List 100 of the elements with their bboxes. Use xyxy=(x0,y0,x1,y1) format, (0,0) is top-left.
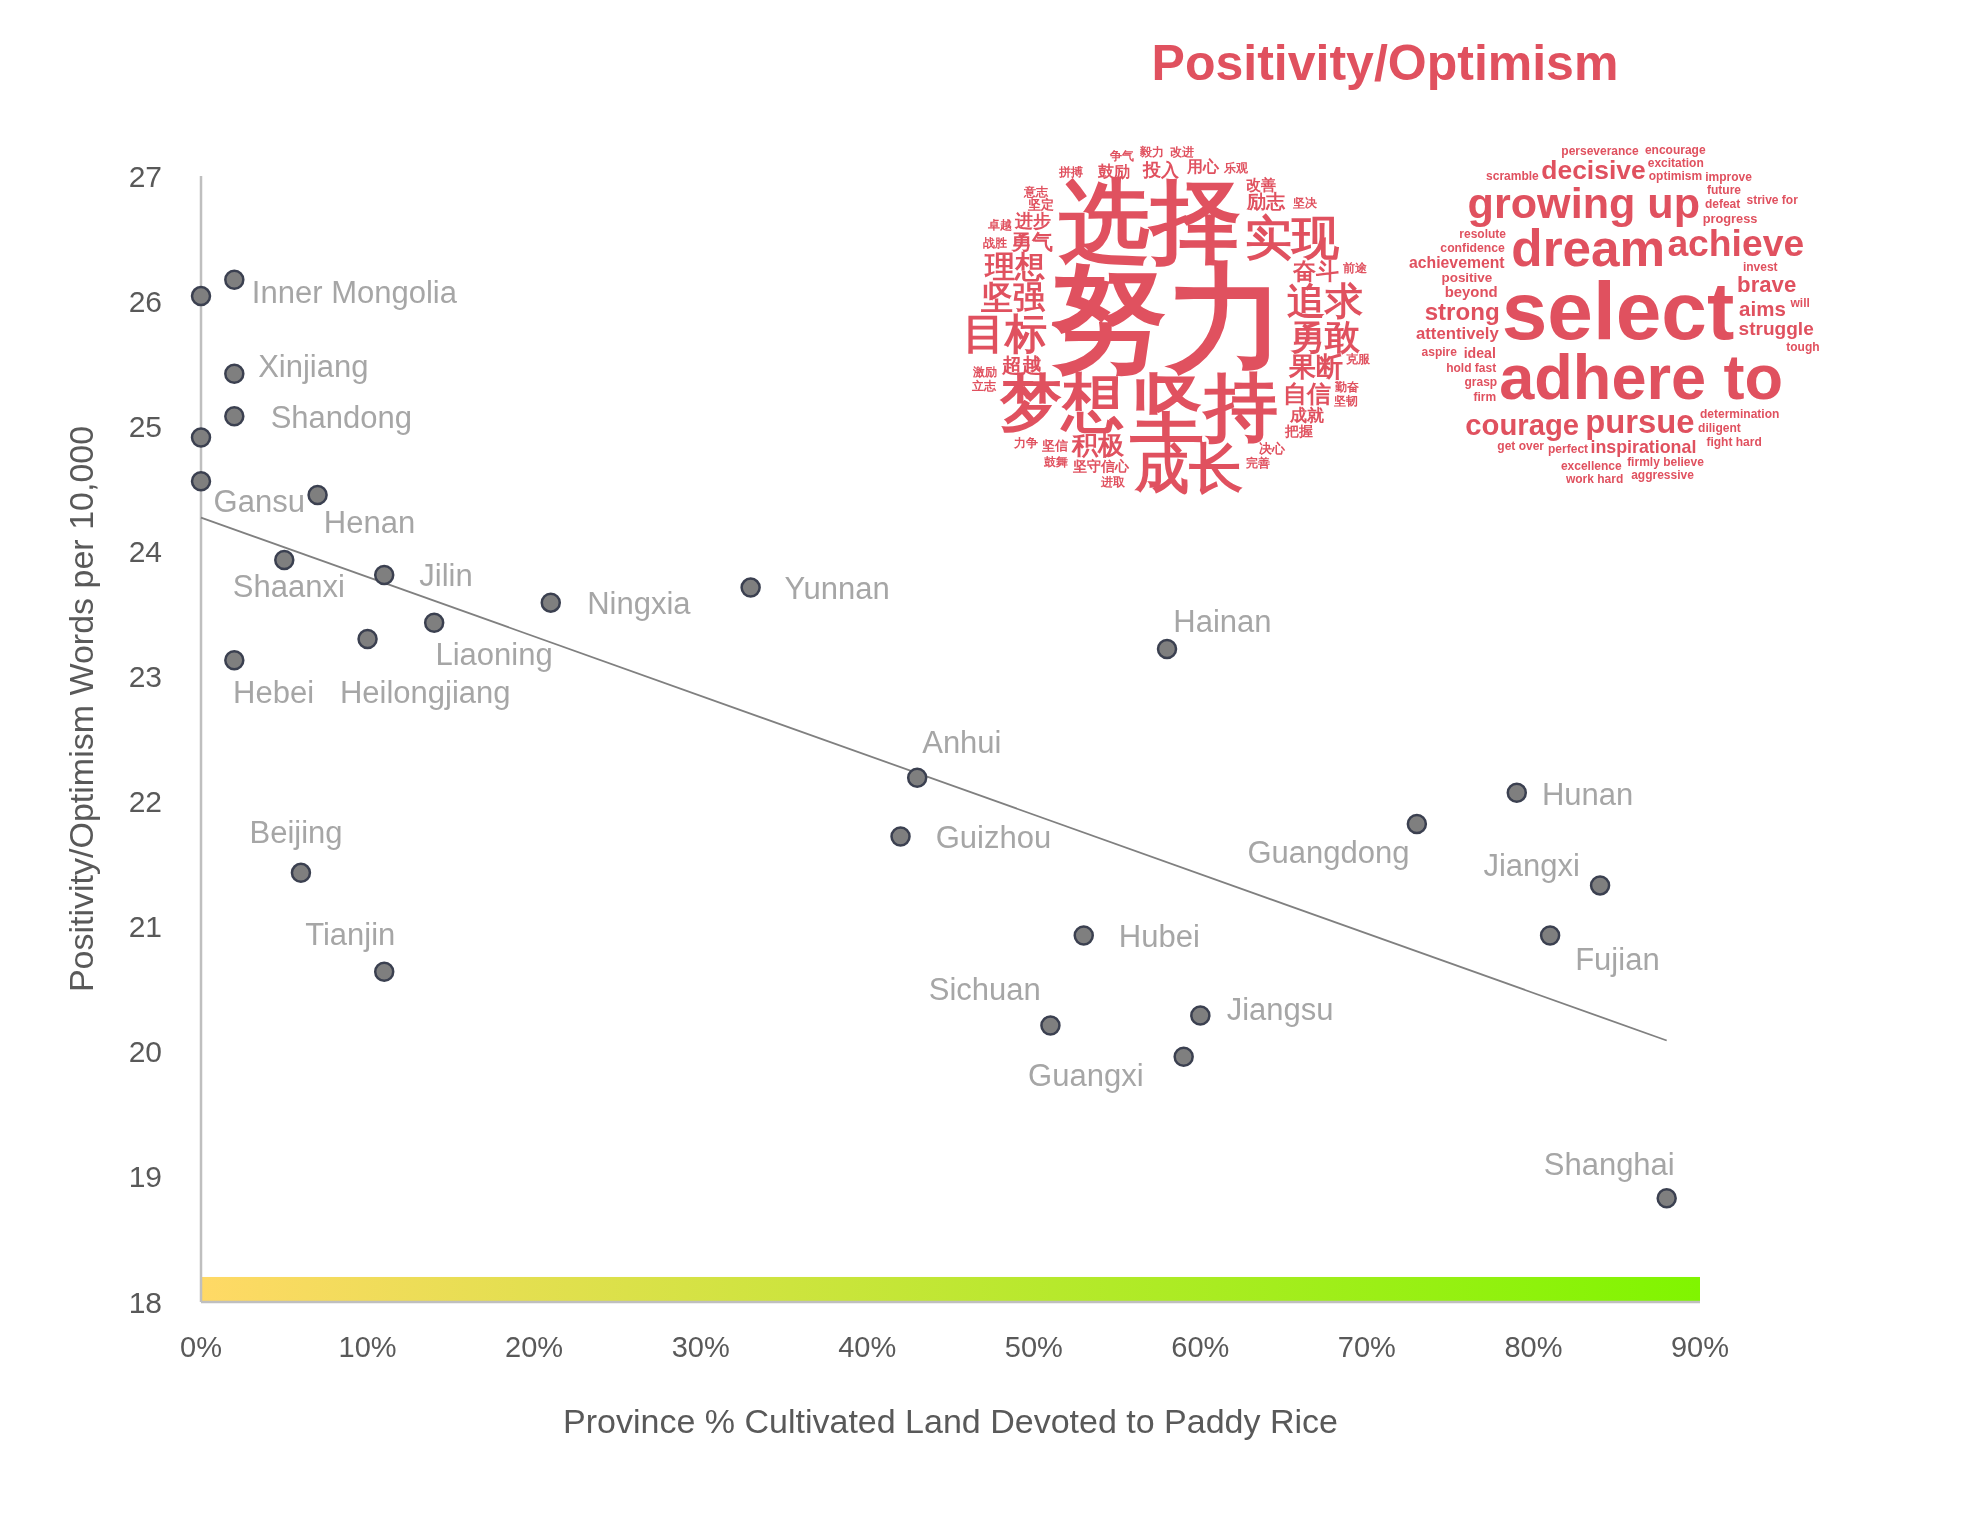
data-label: Ningxia xyxy=(587,586,692,622)
point xyxy=(224,405,245,427)
point xyxy=(1656,1187,1677,1209)
data-label: Yunnan xyxy=(784,571,890,607)
annotation: 成就 xyxy=(1288,405,1324,425)
data-label: Jiangxi xyxy=(1483,847,1580,883)
y-tick-label: 25 xyxy=(128,409,162,443)
annotation: 立志 xyxy=(970,378,997,393)
point xyxy=(373,961,395,982)
point xyxy=(224,363,245,384)
annotation: perfect xyxy=(1548,442,1589,457)
point xyxy=(373,564,395,586)
point xyxy=(1406,813,1428,835)
data-label: Guangxi xyxy=(1028,1058,1144,1094)
point xyxy=(357,628,378,650)
annotation: 坚信 xyxy=(1041,439,1069,454)
point xyxy=(1173,1046,1194,1068)
data-label: Jilin xyxy=(419,557,473,593)
data-label: Hainan xyxy=(1173,603,1272,639)
x-tick-label: 30% xyxy=(671,1331,730,1363)
annotation: courage xyxy=(1465,408,1580,442)
data-label: Hubei xyxy=(1118,919,1200,955)
text: brave xyxy=(1737,272,1797,298)
text: encourage xyxy=(1644,143,1706,158)
x-tick-label: 70% xyxy=(1337,1331,1396,1363)
text: excitation xyxy=(1647,156,1704,171)
text: tough xyxy=(1786,340,1820,355)
y-tick-label: 19 xyxy=(128,1160,162,1194)
data-label: Fujian xyxy=(1575,941,1660,977)
text: 毅力 xyxy=(1138,145,1164,160)
y-tick-label: 24 xyxy=(128,534,162,568)
point xyxy=(1506,782,1528,804)
point xyxy=(890,826,911,847)
annotation: 克服 xyxy=(1345,352,1372,367)
annotation: work hard xyxy=(1564,471,1624,486)
annotation: 坚定 xyxy=(1026,197,1054,213)
annotation: grasp xyxy=(1464,374,1498,389)
annotation: aggressive xyxy=(1631,468,1695,483)
point xyxy=(224,649,245,671)
point xyxy=(1190,1005,1211,1026)
x-tick-label: 40% xyxy=(838,1331,897,1363)
text: invest xyxy=(1742,260,1778,275)
y-tick-label: 26 xyxy=(128,284,162,318)
point xyxy=(906,767,928,789)
annotation: 进步 xyxy=(1013,210,1051,232)
data-label: Liaoning xyxy=(435,636,553,672)
annotation: scramble xyxy=(1486,168,1540,183)
data-label: Beijing xyxy=(249,815,343,851)
data-label: Hunan xyxy=(1541,776,1634,812)
x-tick-label: 50% xyxy=(1004,1331,1063,1363)
x-axis-title: Province % Cultivated Land Devoted to Paddy Rice xyxy=(563,1402,1338,1440)
annotation: 意志 xyxy=(1022,184,1049,199)
data-label: Tianjin xyxy=(305,916,396,952)
text: strive for xyxy=(1746,193,1799,208)
annotation: 卓越 xyxy=(986,218,1012,233)
y-tick-label: 18 xyxy=(128,1285,162,1319)
annotation: 完善 xyxy=(1245,455,1270,470)
annotation: beyond xyxy=(1444,284,1498,301)
data-label: Anhui xyxy=(922,725,1002,761)
point xyxy=(307,484,328,506)
annotation: 力争 xyxy=(1013,436,1039,451)
annotation: get over xyxy=(1497,439,1545,453)
text: improve xyxy=(1705,170,1753,185)
text: Positivity/Optimism xyxy=(1151,35,1619,91)
text: 用心 xyxy=(1185,158,1220,176)
data-label: Shaanxi xyxy=(232,568,345,604)
data-label: Gansu xyxy=(213,483,305,519)
data-label: Henan xyxy=(323,505,416,541)
data-label: Sichuan xyxy=(928,971,1041,1007)
annotation: hold fast xyxy=(1446,360,1497,375)
annotation: aspire xyxy=(1421,344,1458,359)
point xyxy=(290,862,312,884)
annotation: 前途 xyxy=(1341,261,1368,276)
text: progress xyxy=(1702,210,1758,226)
x-tick-label: 10% xyxy=(338,1331,397,1363)
point xyxy=(423,612,445,633)
text: fight hard xyxy=(1706,435,1762,450)
annotation: attentively xyxy=(1416,324,1500,344)
data-label: Shandong xyxy=(270,399,413,435)
annotation: 改善 xyxy=(1246,175,1276,193)
annotation: ideal xyxy=(1463,344,1496,361)
data-label: Shanghai xyxy=(1543,1146,1675,1182)
y-tick-label: 27 xyxy=(128,159,162,193)
annotation: positive xyxy=(1441,270,1493,286)
annotation: firmly believe xyxy=(1627,454,1705,469)
x-tick-label: 80% xyxy=(1504,1331,1563,1363)
annotation: 战胜 xyxy=(983,236,1008,251)
annotation: 坚决 xyxy=(1292,196,1319,211)
y-tick-label: 23 xyxy=(128,659,162,693)
y-tick-label: 20 xyxy=(128,1035,162,1069)
x-tick-label: 90% xyxy=(1670,1331,1730,1363)
point xyxy=(190,471,212,492)
data-label: Hebei xyxy=(233,675,315,711)
annotation: 坚韧 xyxy=(1333,393,1359,408)
text: perseverance xyxy=(1561,143,1640,158)
x-tick-label: 20% xyxy=(505,1331,564,1363)
point xyxy=(1156,638,1178,660)
point xyxy=(190,427,212,448)
point xyxy=(740,577,761,598)
data-label: Jiangsu xyxy=(1226,991,1334,1027)
